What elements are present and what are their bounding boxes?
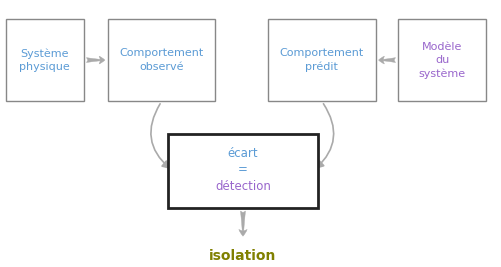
Text: Système
physique: Système physique <box>20 48 70 72</box>
Text: Comportement
observé: Comportement observé <box>119 49 204 72</box>
FancyBboxPatch shape <box>168 134 318 208</box>
FancyBboxPatch shape <box>108 19 215 101</box>
Text: détection: détection <box>215 180 271 193</box>
Text: isolation: isolation <box>209 249 277 263</box>
Text: Comportement
prédit: Comportement prédit <box>280 48 364 72</box>
Text: écart: écart <box>227 147 259 160</box>
FancyBboxPatch shape <box>6 19 84 101</box>
Text: =: = <box>238 163 248 176</box>
FancyBboxPatch shape <box>398 19 486 101</box>
FancyBboxPatch shape <box>268 19 376 101</box>
Text: Modèle
du
système: Modèle du système <box>418 42 466 78</box>
